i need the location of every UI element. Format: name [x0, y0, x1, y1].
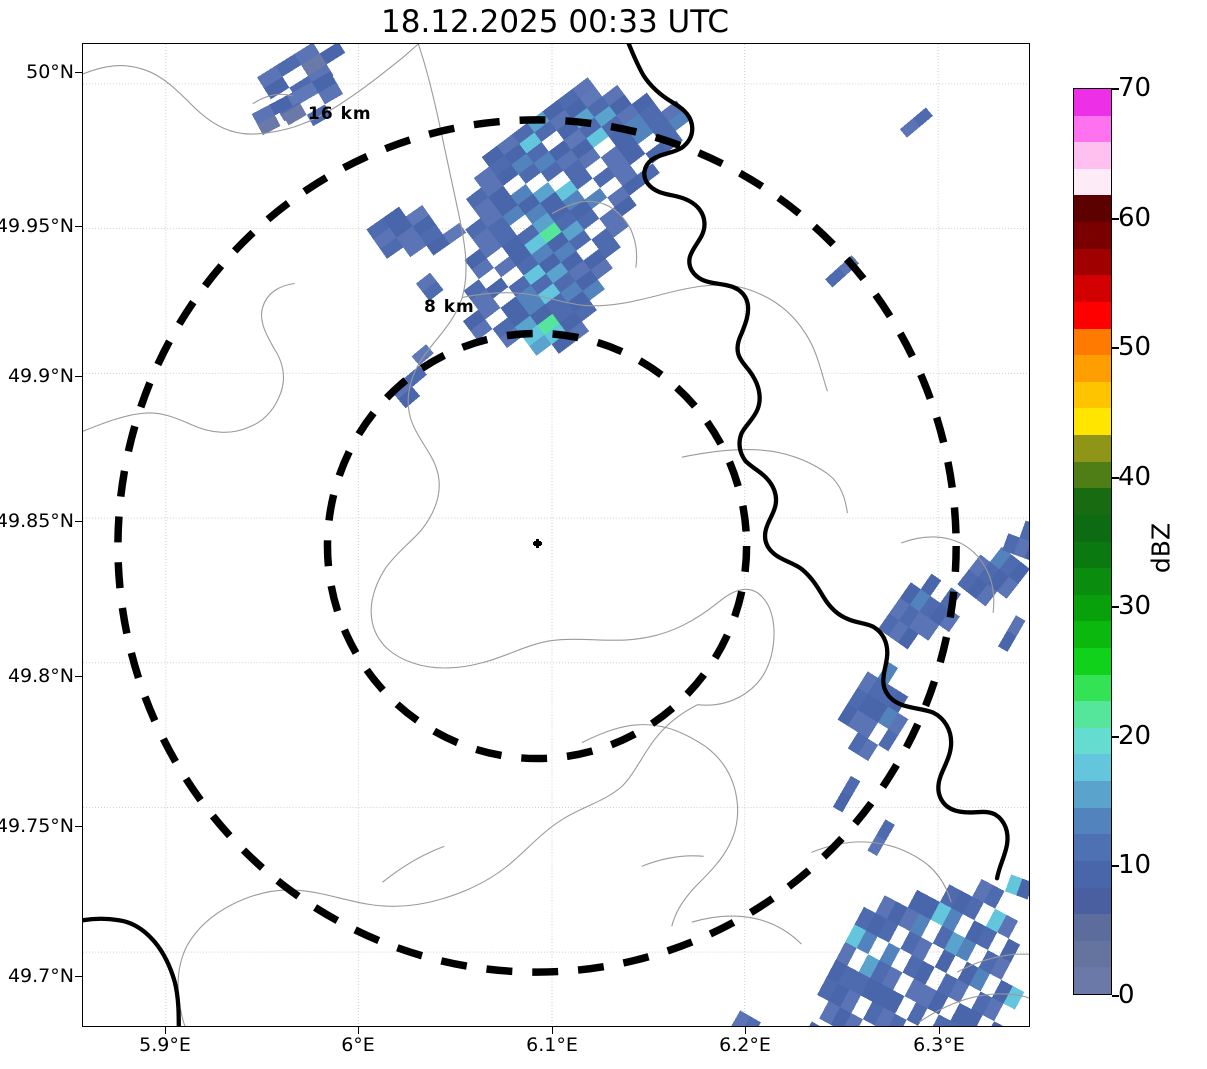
colorbar-band [1074, 726, 1111, 755]
colorbar-tickmark [1112, 606, 1119, 608]
y-tick-label: 49.7°N [7, 965, 74, 987]
colorbar-tickmark [1112, 347, 1119, 349]
range-ring-label-16km: 16 km [308, 104, 372, 124]
colorbar-band [1074, 619, 1111, 648]
colorbar-band [1074, 965, 1111, 994]
colorbar-band [1074, 380, 1111, 409]
x-tickmark [745, 1027, 747, 1034]
colorbar-band [1074, 114, 1111, 143]
colorbar-band [1074, 593, 1111, 622]
y-tick-label: 49.8°N [7, 665, 74, 687]
colorbar-tickmark [1112, 88, 1119, 90]
y-tickmark [75, 72, 82, 74]
colorbar-tick-label: 50 [1118, 332, 1152, 362]
y-tick-label: 49.95°N [0, 215, 74, 237]
colorbar-band [1074, 220, 1111, 249]
x-tick-label: 6.2°E [719, 1034, 771, 1056]
y-tick-label: 50°N [26, 61, 74, 83]
colorbar-band [1074, 859, 1111, 888]
colorbar-band [1074, 832, 1111, 861]
x-tick-label: 6.1°E [526, 1034, 578, 1056]
colorbar-band [1074, 752, 1111, 782]
x-tick-label: 6°E [341, 1034, 375, 1056]
y-tick-label: 49.75°N [0, 815, 74, 837]
page-title: 18.12.2025 00:33 UTC [381, 4, 729, 40]
colorbar-band [1074, 140, 1111, 169]
colorbar-band [1074, 406, 1111, 436]
range-rings [114, 116, 960, 976]
plus-marker [533, 538, 543, 548]
colorbar-band [1074, 885, 1111, 915]
colorbar-band [1074, 89, 1111, 116]
y-tickmark [75, 376, 82, 378]
range-ring-16km [114, 116, 960, 976]
y-tickmark [75, 226, 82, 228]
colorbar-tick-label: 70 [1118, 73, 1152, 103]
colorbar-band [1074, 939, 1111, 968]
colorbar-tickmark [1112, 995, 1119, 997]
colorbar-band [1074, 326, 1111, 356]
colorbar-band [1074, 300, 1111, 329]
x-tickmark [358, 1027, 360, 1034]
colorbar-tick-label: 60 [1118, 203, 1152, 233]
colorbar-band [1074, 912, 1111, 941]
x-tickmark [552, 1027, 554, 1034]
y-tick-label: 49.9°N [7, 365, 74, 387]
x-tick-label: 6.3°E [913, 1034, 965, 1056]
national-border [83, 44, 1010, 1026]
colorbar-band [1074, 539, 1111, 569]
colorbar-tick-label: 30 [1118, 591, 1152, 621]
x-tickmark [165, 1027, 167, 1034]
colorbar-tick-label: 40 [1118, 462, 1152, 492]
colorbar-band [1074, 167, 1111, 196]
colorbar-band [1074, 433, 1111, 462]
range-ring-8km [323, 329, 751, 763]
colorbar-tickmark [1112, 477, 1119, 479]
colorbar-band [1074, 193, 1111, 223]
colorbar-band [1074, 699, 1111, 728]
colorbar-band [1074, 460, 1111, 489]
y-tickmark [75, 976, 82, 978]
colorbar-tick-label: 0 [1118, 980, 1135, 1010]
colorbar-band [1074, 806, 1111, 835]
colorbar-tickmark [1112, 736, 1119, 738]
colorbar-band [1074, 672, 1111, 702]
y-tickmark [75, 521, 82, 523]
colorbar-band [1074, 486, 1111, 515]
colorbar-band [1074, 247, 1111, 276]
range-ring-label-8km: 8 km [424, 297, 475, 317]
colorbar-tick-label: 10 [1118, 850, 1152, 880]
colorbar-band [1074, 779, 1111, 808]
colorbar-band [1074, 566, 1111, 595]
radar-plot-canvas [83, 44, 1029, 1026]
colorbar-band [1074, 513, 1111, 542]
reflectivity-echoes [251, 44, 1029, 1026]
x-tickmark [939, 1027, 941, 1034]
y-tickmark [75, 676, 82, 678]
colorbar-band [1074, 353, 1111, 382]
x-tick-label: 5.9°E [139, 1034, 191, 1056]
colorbar-tickmark [1112, 218, 1119, 220]
radar-plot-area[interactable]: 16 km 8 km [82, 43, 1030, 1027]
colorbar-tick-label: 20 [1118, 721, 1152, 751]
y-tick-label: 49.85°N [0, 510, 74, 532]
colorbar[interactable] [1073, 88, 1112, 995]
colorbar-tickmark [1112, 865, 1119, 867]
colorbar-axis-label: dBZ [1146, 522, 1176, 574]
y-tickmark [75, 826, 82, 828]
colorbar-band [1074, 273, 1111, 302]
colorbar-band [1074, 646, 1111, 675]
